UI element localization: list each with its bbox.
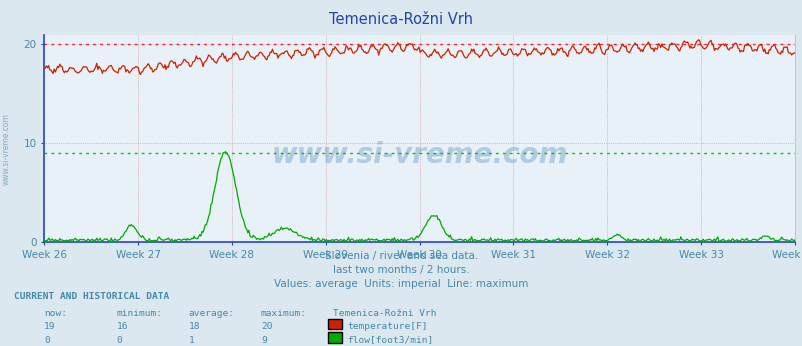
Text: www.si-vreme.com: www.si-vreme.com [271, 141, 567, 169]
Text: 1: 1 [188, 336, 194, 345]
Text: 20: 20 [261, 322, 272, 331]
Text: Temenica-Rožni Vrh: Temenica-Rožni Vrh [333, 309, 436, 318]
Text: 19: 19 [44, 322, 55, 331]
Text: last two months / 2 hours.: last two months / 2 hours. [333, 265, 469, 275]
Text: Values: average  Units: imperial  Line: maximum: Values: average Units: imperial Line: ma… [274, 279, 528, 289]
Text: www.si-vreme.com: www.si-vreme.com [2, 113, 11, 185]
Text: minimum:: minimum: [116, 309, 162, 318]
Text: 16: 16 [116, 322, 128, 331]
Text: temperature[F]: temperature[F] [346, 322, 427, 331]
Text: flow[foot3/min]: flow[foot3/min] [346, 336, 432, 345]
Text: average:: average: [188, 309, 234, 318]
Text: now:: now: [44, 309, 67, 318]
Text: 9: 9 [261, 336, 266, 345]
Text: 0: 0 [44, 336, 50, 345]
Text: Temenica-Rožni Vrh: Temenica-Rožni Vrh [329, 12, 473, 27]
Text: Slovenia / river and sea data.: Slovenia / river and sea data. [325, 251, 477, 261]
Text: 18: 18 [188, 322, 200, 331]
Text: CURRENT AND HISTORICAL DATA: CURRENT AND HISTORICAL DATA [14, 292, 169, 301]
Text: 0: 0 [116, 336, 122, 345]
Text: maximum:: maximum: [261, 309, 306, 318]
